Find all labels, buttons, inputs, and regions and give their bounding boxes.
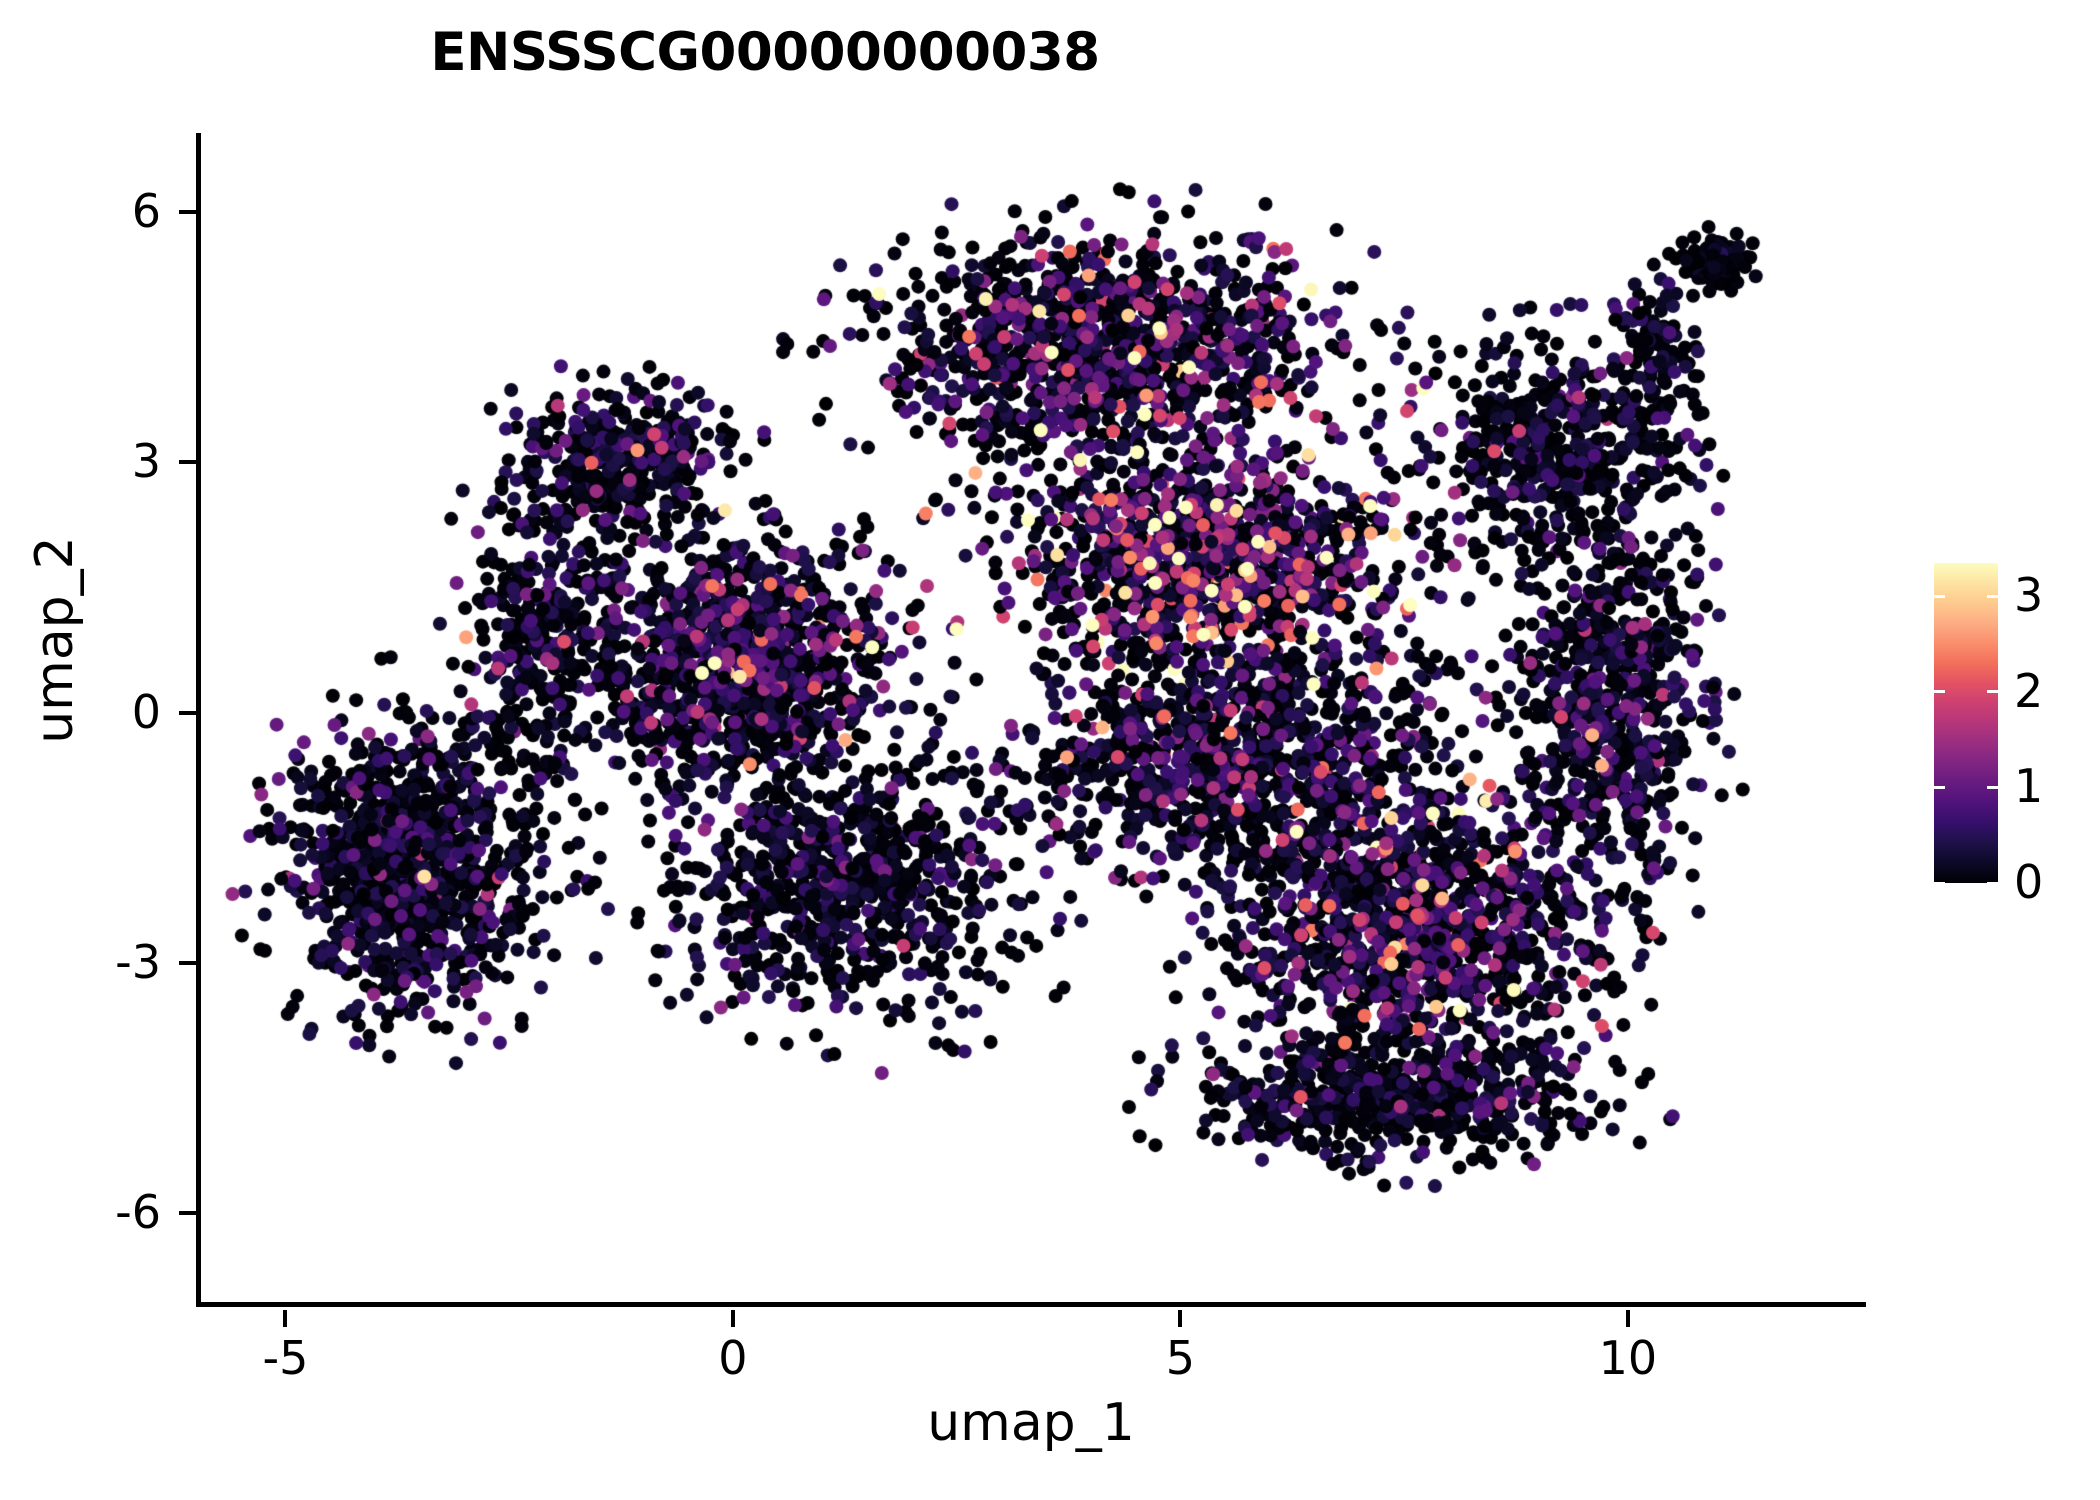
y-axis-spine [196,133,201,1307]
colorbar-tick-mark [1987,594,1998,598]
y-tick-mark [179,960,196,965]
scatter-points-canvas [196,133,1865,1305]
colorbar-tick-mark [1987,690,1998,694]
colorbar-tick-label: 1 [2014,759,2044,814]
colorbar-gradient [1934,563,1998,883]
y-tick-label: -3 [115,934,161,989]
colorbar-tick-label: 0 [2014,855,2044,909]
y-tick-label: 3 [131,434,161,489]
colorbar-tick-label: 3 [2014,568,2044,623]
y-axis-label: umap_2 [25,536,85,744]
colorbar-tick-label: 2 [2014,663,2044,718]
plot-area [196,133,1865,1305]
y-tick-mark [179,710,196,715]
y-tick-label: 0 [131,684,161,739]
x-tick-mark [1625,1310,1630,1327]
colorbar-tick-mark [1987,881,1998,885]
colorbar-tick-mark [1934,785,1945,789]
x-tick-mark [283,1310,288,1327]
x-tick-label: 0 [718,1331,748,1385]
y-tick-label: -6 [115,1185,161,1240]
x-tick-label: 5 [1165,1331,1196,1385]
x-axis-spine [196,1302,1866,1307]
colorbar-tick-mark [1934,690,1945,694]
y-tick-mark [179,1211,196,1216]
y-tick-label: 6 [131,184,161,239]
x-tick-mark [730,1310,735,1327]
colorbar-tick-mark [1934,594,1945,598]
colorbar-tick-mark [1987,785,1998,789]
x-axis-label: umap_1 [927,1393,1135,1453]
page-title: ENSSSCG00000000038 [430,22,1100,83]
x-tick-mark [1178,1310,1183,1327]
y-tick-mark [179,460,196,465]
x-tick-label: 10 [1598,1331,1658,1385]
y-tick-mark [179,210,196,215]
x-tick-label: -5 [262,1331,309,1385]
colorbar-tick-mark [1934,881,1945,885]
